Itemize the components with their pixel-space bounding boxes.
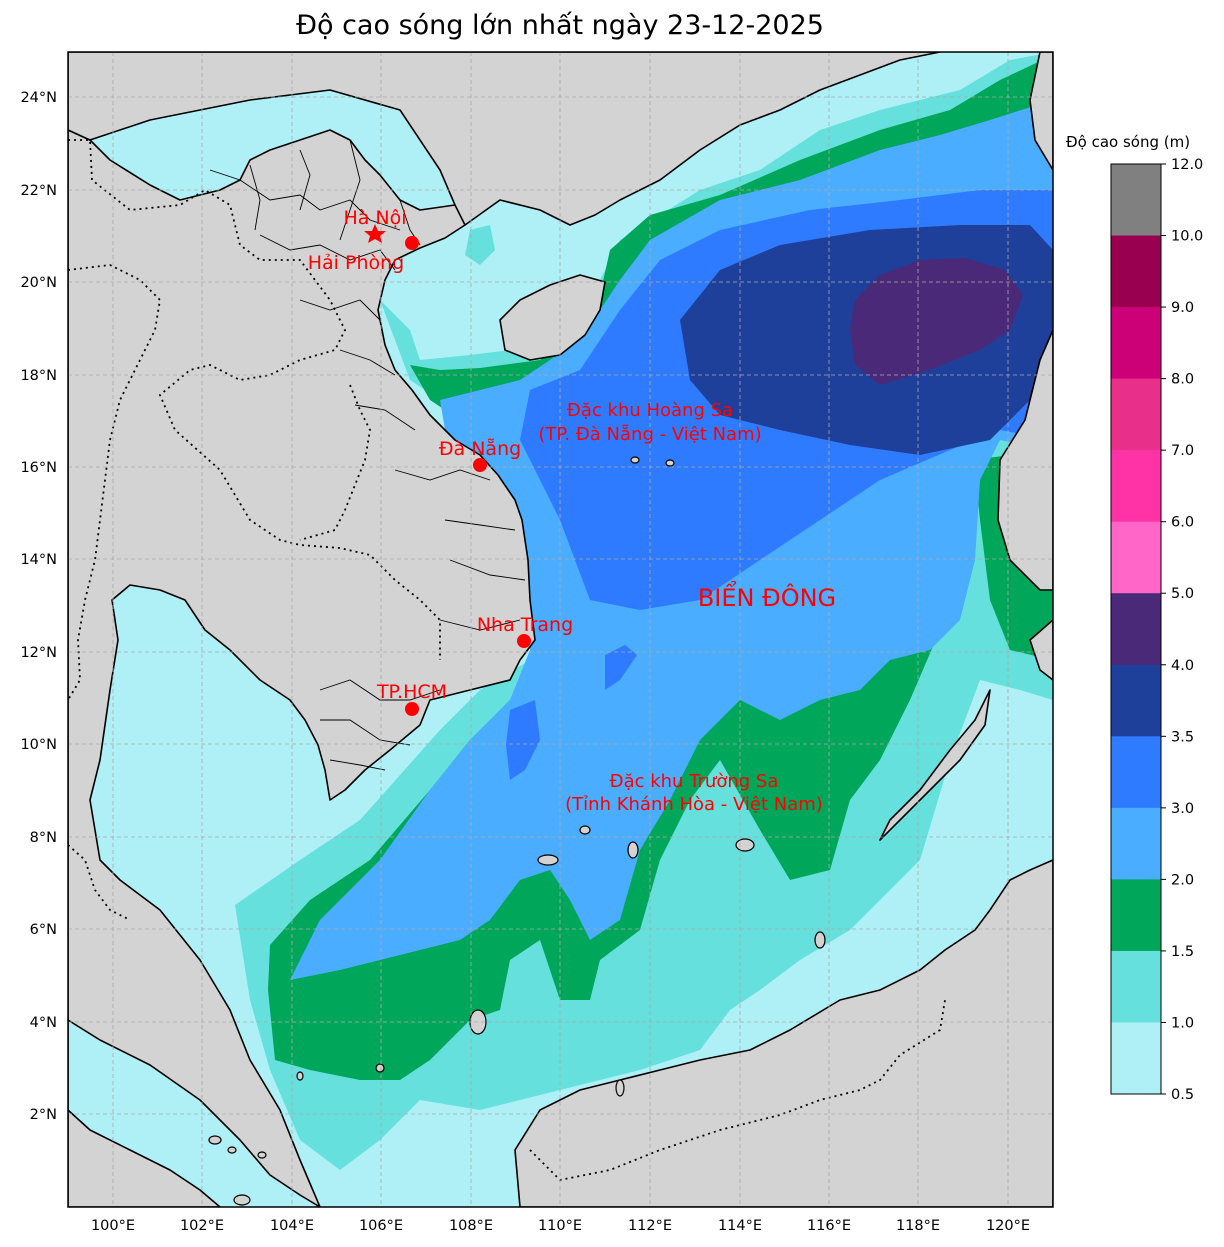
lon-tick: 120°E [986, 1218, 1030, 1234]
colorbar-tick-label: 6.0 [1171, 515, 1194, 531]
colorbar-tick-label: 9.0 [1171, 300, 1194, 316]
colorbar-swatch [1111, 593, 1161, 666]
wave-band-4.0-5.0 [850, 258, 1023, 385]
map-title: Độ cao sóng lớn nhất ngày 23-12-2025 [296, 10, 824, 41]
land-south-china [68, 52, 941, 226]
colorbar-tick-label: 10.0 [1171, 229, 1203, 245]
lon-tick: 114°E [718, 1218, 762, 1234]
land-sumatra [68, 1109, 221, 1207]
wave-band-1.0-1.5-gulf [465, 225, 495, 265]
land-borneo [514, 859, 1053, 1207]
colorbar-tick-label: 7.0 [1171, 443, 1194, 459]
colorbar-tick-label: 8.0 [1171, 372, 1194, 388]
colorbar-frame [1110, 163, 1162, 1095]
label-truong-sa-line1: Đặc khu Trường Sa [610, 771, 779, 792]
colorbar-swatch [1111, 807, 1161, 880]
lon-tick: 118°E [896, 1218, 940, 1234]
lat-tick: 12°N [20, 645, 57, 661]
colorbar-tick-label: 1.5 [1171, 944, 1194, 960]
wave-band-3.0-3.5-patch2 [506, 700, 540, 780]
lat-tick: 10°N [20, 737, 57, 753]
colorbar-tick-label: 0.5 [1171, 1087, 1194, 1103]
label-bien-dong: BIỂN ĐÔNG [698, 580, 836, 612]
lat-tick: 22°N [20, 183, 57, 199]
colorbar-tick-label: 5.0 [1171, 586, 1194, 602]
label-truong-sa-line2: (Tỉnh Khánh Hòa - Việt Nam) [565, 794, 823, 815]
label-tphcm: TP.HCM [376, 681, 447, 703]
land-hainan [499, 274, 606, 361]
tphcm-marker [405, 702, 419, 716]
label-hoang-sa-line2: (TP. Đà Nẵng - Việt Nam) [538, 424, 761, 445]
colorbar-swatch [1111, 164, 1161, 237]
colorbar-tick-label: 4.0 [1171, 658, 1194, 674]
land-taiwan [1029, 52, 1053, 171]
lon-tick: 102°E [180, 1218, 224, 1234]
land-indochina [68, 52, 536, 1207]
colorbar-swatch [1111, 307, 1161, 380]
lat-tick: 16°N [20, 460, 57, 476]
lon-tick: 108°E [449, 1218, 493, 1234]
colorbar-tick-label: 3.0 [1171, 801, 1194, 817]
colorbar-tick-label: 3.5 [1171, 729, 1194, 745]
da-nang-marker [473, 458, 487, 472]
lon-tick: 100°E [91, 1218, 135, 1234]
colorbar-swatch [1111, 450, 1161, 523]
land-mindoro [1029, 619, 1053, 681]
wave-band-3.0-3.5-patch1 [605, 645, 637, 690]
label-nha-trang: Nha Trang [477, 614, 573, 636]
lat-tick: 2°N [30, 1107, 57, 1123]
lat-tick: 18°N [20, 368, 57, 384]
lat-tick: 14°N [20, 552, 57, 568]
lat-tick: 24°N [20, 90, 57, 106]
colorbar-tick-label: 12.0 [1171, 157, 1203, 173]
lon-tick: 116°E [807, 1218, 851, 1234]
colorbar-tick-label: 1.0 [1171, 1015, 1194, 1031]
lon-tick: 112°E [628, 1218, 672, 1234]
colorbar-swatch [1111, 664, 1161, 737]
lat-tick: 20°N [20, 275, 57, 291]
label-da-nang: Đà Nẵng [439, 437, 521, 460]
hai-phong-marker [405, 236, 419, 250]
colorbar-swatch [1111, 736, 1161, 809]
lat-tick-labels: 2°N 4°N 6°N 8°N 10°N 12°N 14°N 16°N 18°N… [20, 90, 57, 1123]
land-philippines [997, 329, 1053, 591]
nha-trang-marker [517, 634, 531, 648]
lon-tick: 110°E [538, 1218, 582, 1234]
provincial-borders [209, 139, 526, 771]
map-frame [67, 51, 1054, 1208]
city-markers [364, 224, 531, 716]
colorbar-swatch [1111, 950, 1161, 1023]
label-ha-noi: Hà Nội [343, 207, 406, 229]
colorbar-tick-label: 2.0 [1171, 872, 1194, 888]
colorbar-swatch [1111, 1022, 1161, 1095]
colorbar: 12.0 10.0 9.0 8.0 7.0 6.0 5.0 4.0 3.5 3.0 2.0 1.5 1.… [1110, 157, 1203, 1103]
colorbar-swatch [1111, 378, 1161, 451]
islands [208, 456, 826, 1206]
label-hai-phong: Hải Phòng [308, 252, 404, 274]
lon-tick: 104°E [270, 1218, 314, 1234]
lat-tick: 8°N [30, 830, 57, 846]
colorbar-swatch [1111, 879, 1161, 952]
lon-tick-labels: 100°E 102°E 104°E 106°E 108°E 110°E 112°… [91, 1218, 1030, 1234]
national-borders [68, 139, 946, 1181]
lat-tick: 6°N [30, 922, 57, 938]
lon-tick: 106°E [359, 1218, 403, 1234]
graticule [68, 52, 1053, 1207]
label-hoang-sa-line1: Đặc khu Hoàng Sa [567, 400, 733, 421]
lat-tick: 4°N [30, 1015, 57, 1031]
ha-noi-star-marker [364, 224, 386, 243]
colorbar-swatch [1111, 521, 1161, 594]
colorbar-title: Độ cao sóng (m) [1066, 133, 1191, 151]
land-palawan [879, 689, 991, 841]
colorbar-swatch [1111, 235, 1161, 308]
